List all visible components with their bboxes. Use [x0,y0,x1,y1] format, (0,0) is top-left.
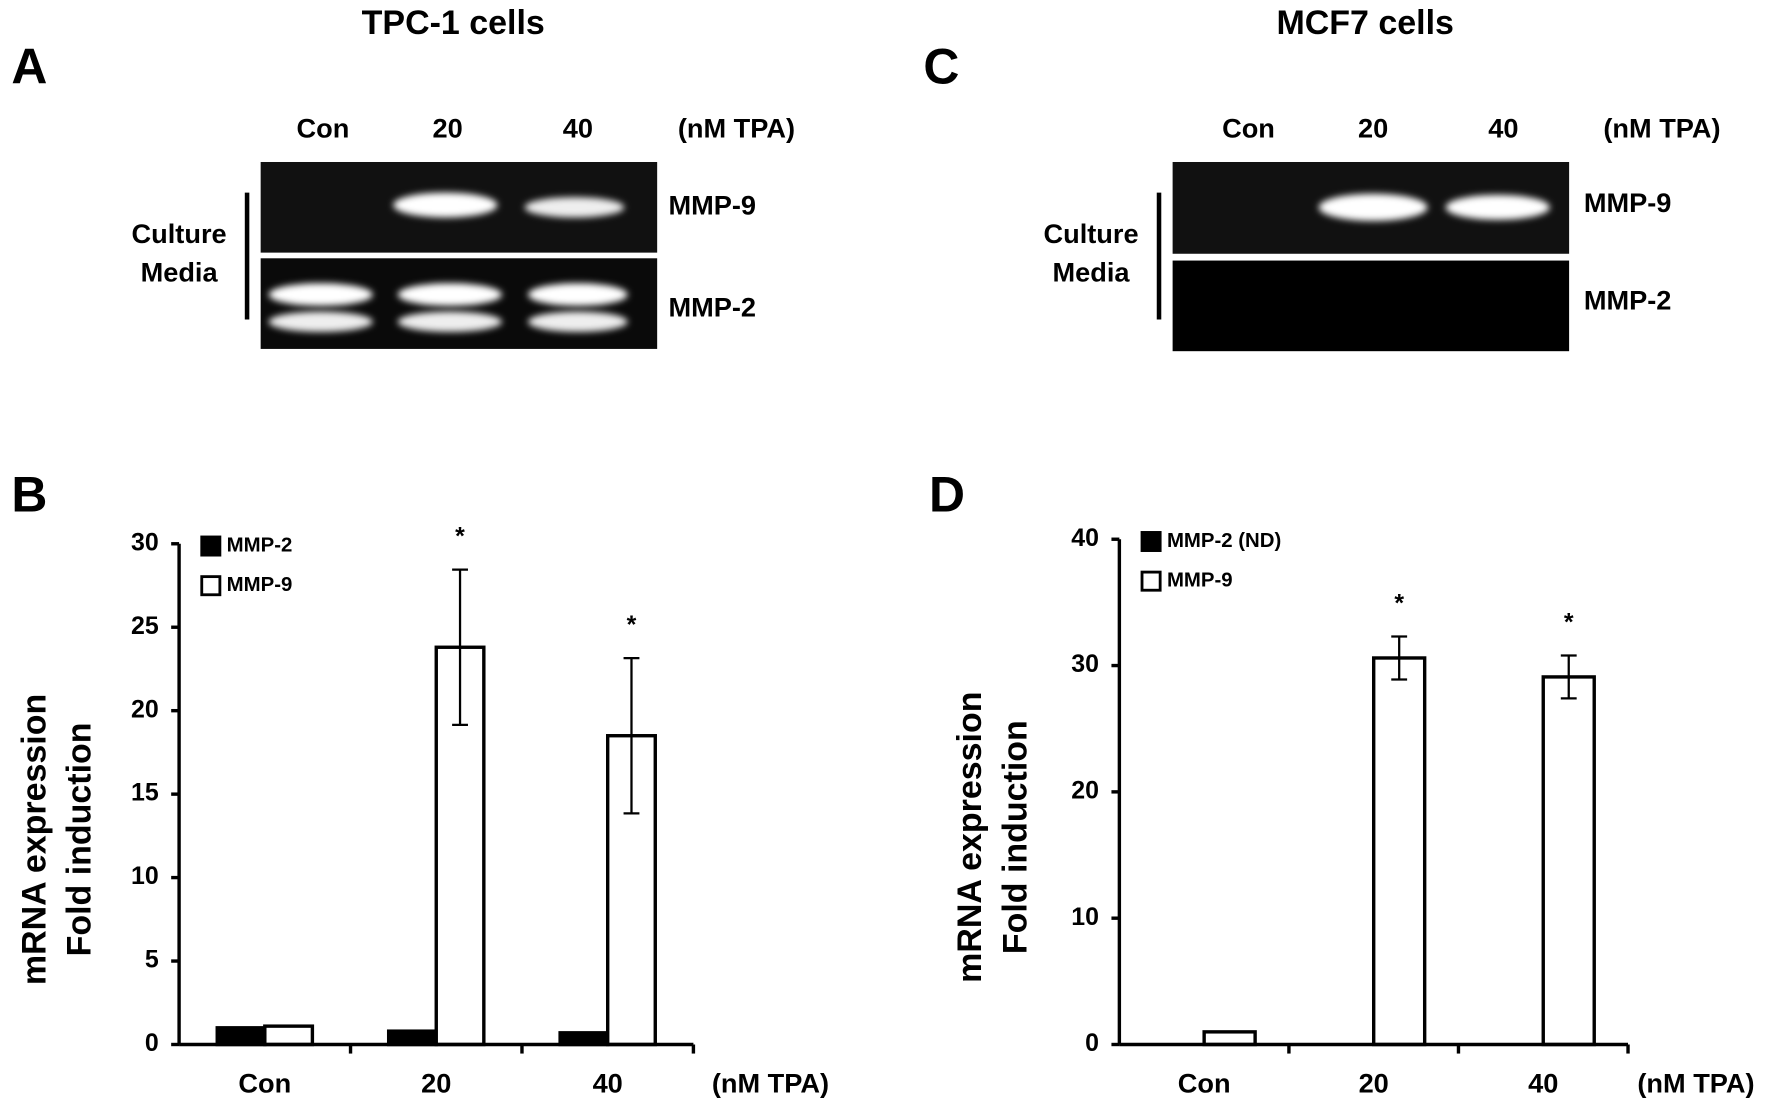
y-tick-label: 10 [1071,903,1099,931]
annotation: * [455,523,465,551]
band-label: MMP-2 [1584,285,1672,316]
legend-label: MMP-9 [227,574,293,596]
error-bar [623,656,640,815]
y-tick-label: 20 [1071,776,1099,804]
group-label: Culture [132,218,227,249]
legend-swatch [1140,531,1162,552]
unit-label: (nM TPA) [678,112,795,143]
bar [215,1026,267,1047]
y-tick-label: 5 [145,946,159,974]
annotation: * [627,611,637,639]
legend-swatch [200,535,222,557]
band-label: MMP-9 [668,190,756,221]
bar [1541,675,1596,1047]
lane-label: Con [1222,112,1275,143]
y-tick-label: 10 [131,862,159,890]
gel-image-c [1172,161,1570,352]
y-tick-label: 20 [131,695,159,723]
x-axis-label: (nM TPA) [712,1067,829,1098]
legend-label: MMP-9 [1167,570,1233,592]
panel-letter: A [11,38,47,94]
annotation: * [1394,589,1404,617]
bar [558,1031,610,1047]
group-label: Media [141,256,219,287]
lane-label: 20 [1358,112,1388,143]
error-bar [1560,654,1577,700]
unit-label: (nM TPA) [1603,112,1720,143]
x-tick-label: Con [1178,1067,1231,1098]
legend-swatch [1140,570,1162,592]
legend-swatch [200,575,222,597]
x-tick-label: 40 [593,1067,623,1098]
panel-letter: D [929,467,965,523]
x-tick-label: Con [238,1067,291,1098]
lane-label: Con [297,112,350,143]
bar [1202,1030,1257,1047]
x-tick-label: 40 [1528,1067,1558,1098]
x-tick-label: 20 [1359,1067,1389,1098]
gels: A TPC-1 cells Con 20 40 (nM TPA) Culture Media M… [11,4,1720,323]
group-label: Culture [1043,218,1138,249]
y-axis-label: mRNA expression [15,694,53,985]
y-tick-label: 0 [145,1029,159,1057]
error-bar [1391,635,1408,681]
annotation: * [1564,608,1574,636]
y-axis-label: mRNA expression [951,692,989,983]
lane-label: 40 [1488,112,1518,143]
legend-label: MMP-2 (ND) [1167,530,1281,552]
x-tick-label: 20 [421,1067,451,1098]
y-axis-label: Fold induction [61,722,99,956]
panel-letter: B [11,467,47,523]
x-axis-label: (nM TPA) [1637,1067,1754,1098]
y-tick-label: 40 [1071,524,1099,552]
lane-label: 20 [432,112,462,143]
band-label: MMP-9 [1584,187,1672,218]
gel-image-a [260,161,658,349]
bar [1371,656,1427,1047]
bar [386,1029,438,1047]
lane-label: 40 [563,112,593,143]
band-label: MMP-2 [668,291,756,322]
panel-letter: C [923,38,959,94]
gel-title: MCF7 cells [1276,4,1453,42]
gel-title: TPC-1 cells [362,4,545,42]
y-tick-label: 30 [131,528,159,556]
y-tick-label: 25 [131,612,159,640]
y-tick-label: 0 [1085,1029,1099,1057]
group-label: Media [1053,256,1131,287]
y-tick-label: 30 [1071,650,1099,678]
y-axis-label: Fold induction [996,720,1034,954]
bar [263,1024,315,1047]
error-bar [452,568,468,727]
legend-label: MMP-2 [227,534,293,556]
y-tick-label: 15 [131,779,159,807]
